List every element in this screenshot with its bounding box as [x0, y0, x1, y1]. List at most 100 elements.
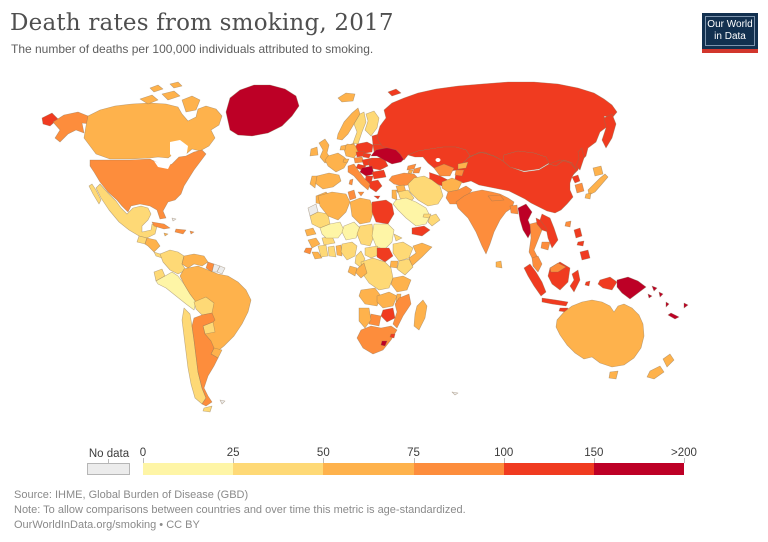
country-kyrgyzstan[interactable] [457, 161, 469, 170]
country-serbia-bosnia[interactable] [359, 165, 375, 177]
country-eswatini[interactable] [389, 333, 396, 339]
country-colombia[interactable] [159, 249, 187, 275]
country-mongolia[interactable] [502, 150, 550, 172]
country-canada-arctic-1[interactable] [139, 94, 159, 105]
country-cuba[interactable] [151, 221, 171, 230]
country-french-guiana[interactable] [216, 265, 226, 275]
country-new-caledonia[interactable] [667, 312, 680, 320]
country-japan-hokkaido[interactable] [592, 165, 604, 177]
country-philippines-visayas[interactable] [576, 240, 585, 247]
country-taiwan[interactable] [564, 220, 572, 228]
country-ghana[interactable] [327, 245, 337, 258]
country-levant[interactable] [391, 189, 398, 201]
country-liberia[interactable] [311, 251, 323, 260]
country-svalbard[interactable] [387, 88, 402, 97]
country-sardinia[interactable] [348, 178, 354, 186]
country-togo-benin[interactable] [335, 244, 343, 257]
country-indonesia-sumatra[interactable] [523, 263, 547, 297]
country-new-zealand-south[interactable] [646, 365, 665, 380]
country-algeria[interactable] [317, 191, 351, 221]
country-indonesia-moluccas[interactable] [584, 280, 591, 287]
country-mozambique[interactable] [392, 293, 412, 329]
country-indonesia-papua[interactable] [597, 276, 618, 291]
country-chad[interactable] [356, 223, 375, 247]
country-north-korea[interactable] [571, 174, 581, 184]
country-ireland[interactable] [309, 146, 319, 157]
owid-logo[interactable]: Our World in Data [702, 13, 758, 53]
country-mali[interactable] [319, 221, 345, 239]
country-cambodia[interactable] [540, 241, 551, 251]
country-kamchatka[interactable] [601, 113, 617, 149]
country-tasmania[interactable] [608, 370, 619, 380]
country-sweden[interactable] [352, 111, 367, 145]
country-crete[interactable] [373, 195, 381, 200]
legend-bin-4[interactable] [503, 463, 594, 475]
country-papua-new-guinea[interactable] [616, 276, 647, 300]
country-iceland[interactable] [337, 92, 356, 103]
country-armenia[interactable] [407, 169, 414, 175]
country-finland[interactable] [364, 110, 380, 137]
country-dr-congo[interactable] [360, 257, 394, 291]
country-sierra-leone[interactable] [303, 247, 313, 255]
country-japan-honshu[interactable] [587, 173, 609, 196]
country-philippines-mindanao[interactable] [579, 249, 591, 261]
country-new-zealand-north[interactable] [662, 353, 675, 368]
country-honduras-nicaragua[interactable] [144, 237, 161, 253]
country-canada-arctic-4[interactable] [169, 81, 183, 89]
country-venezuela[interactable] [181, 253, 209, 269]
country-madagascar[interactable] [413, 299, 428, 331]
country-oman[interactable] [427, 213, 441, 227]
country-indonesia-sulawesi[interactable] [569, 269, 581, 293]
country-vanuatu[interactable] [665, 301, 670, 308]
country-fiji[interactable] [683, 302, 689, 309]
country-france[interactable] [324, 152, 349, 173]
country-tanzania[interactable] [390, 275, 412, 293]
country-tajikistan[interactable] [454, 169, 465, 177]
country-india[interactable] [455, 189, 515, 255]
country-spain[interactable] [314, 172, 342, 190]
country-malaysia-peninsula[interactable] [531, 255, 543, 273]
legend-no-data-swatch[interactable] [87, 463, 130, 475]
country-yemen[interactable] [411, 225, 431, 237]
country-south-africa[interactable] [356, 325, 398, 355]
country-sudan[interactable] [371, 223, 395, 251]
country-namibia[interactable] [358, 307, 372, 329]
country-canada-arctic-2[interactable] [161, 90, 181, 101]
country-malaysia-borneo[interactable] [549, 262, 567, 273]
country-sakhalin[interactable] [575, 147, 585, 171]
country-bulgaria[interactable] [371, 169, 387, 180]
country-lesotho[interactable] [380, 340, 388, 347]
country-senegal[interactable] [304, 227, 317, 237]
country-china[interactable] [454, 151, 577, 214]
country-bangladesh[interactable] [509, 204, 519, 215]
country-puerto-rico[interactable] [189, 230, 195, 235]
country-iran[interactable] [407, 175, 444, 207]
country-azerbaijan[interactable] [412, 166, 422, 174]
country-tunisia[interactable] [347, 189, 357, 201]
country-saudi-arabia[interactable] [392, 197, 431, 227]
country-uae[interactable] [422, 213, 432, 219]
country-philippines-luzon[interactable] [573, 227, 583, 239]
country-vietnam[interactable] [539, 213, 559, 249]
country-png-islands[interactable] [647, 293, 653, 299]
country-canada-arctic-3[interactable] [149, 84, 164, 93]
country-portugal[interactable] [309, 175, 318, 189]
country-myanmar[interactable] [517, 203, 533, 239]
footer-link[interactable]: OurWorldInData.org/smoking • CC BY [14, 519, 200, 531]
country-jamaica[interactable] [163, 232, 169, 237]
country-ivory-coast[interactable] [317, 244, 329, 258]
country-bahamas[interactable] [171, 217, 177, 222]
country-switzerland[interactable] [342, 158, 350, 164]
country-sicily[interactable] [357, 191, 365, 197]
country-mexico-baja[interactable] [88, 183, 102, 205]
country-tierra-del-fuego[interactable] [202, 405, 213, 413]
country-canada-baffin[interactable] [181, 95, 201, 113]
country-falklands[interactable] [219, 399, 226, 405]
country-uzbekistan[interactable] [433, 163, 455, 177]
legend-bin-1[interactable] [233, 463, 324, 475]
country-eritrea[interactable] [393, 233, 403, 242]
country-somalia[interactable] [408, 242, 433, 267]
country-greenland[interactable] [225, 84, 300, 137]
country-sri-lanka[interactable] [495, 260, 503, 269]
country-libya[interactable] [349, 197, 375, 225]
